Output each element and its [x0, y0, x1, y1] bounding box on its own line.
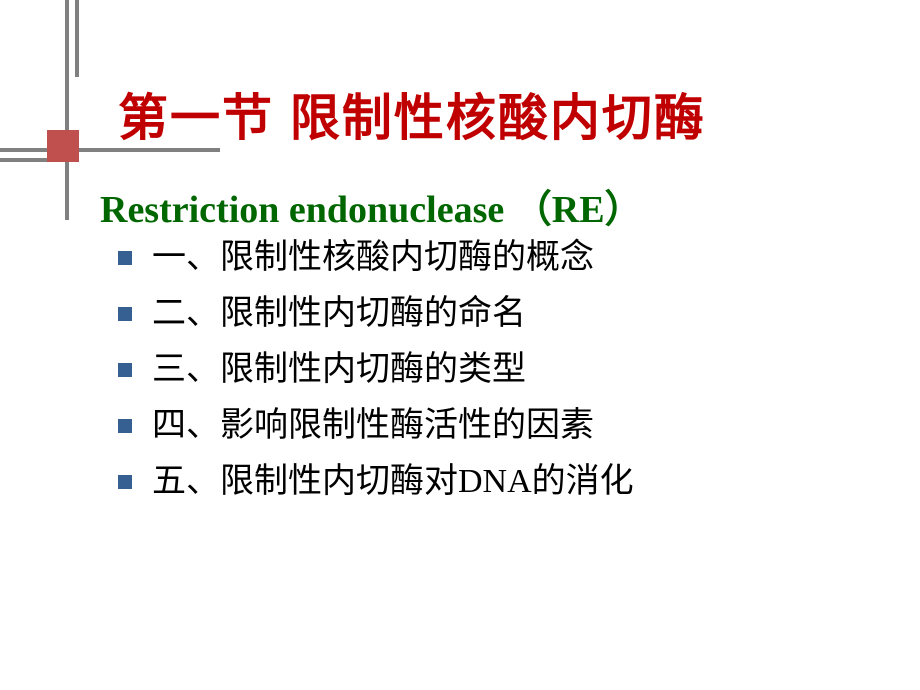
list-item-text: 一、限制性核酸内切酶的概念	[152, 235, 594, 281]
bullet-icon	[118, 363, 132, 377]
list-item-text: 五、限制性内切酶对DNA的消化	[152, 459, 634, 505]
list-item-text: 二、限制性内切酶的命名	[152, 291, 526, 337]
list-item: 二、限制性内切酶的命名	[118, 291, 634, 337]
outline-list: 一、限制性核酸内切酶的概念 二、限制性内切酶的命名 三、限制性内切酶的类型 四、…	[118, 235, 634, 514]
list-item-text: 三、限制性内切酶的类型	[152, 347, 526, 393]
bullet-icon	[118, 475, 132, 489]
bullet-icon	[118, 251, 132, 265]
decoration-vertical-line-right	[75, 0, 79, 77]
bullet-icon	[118, 307, 132, 321]
subtitle-paren-close: ）	[605, 189, 643, 231]
slide-subtitle: Restriction endonuclease （RE）	[100, 178, 643, 233]
list-item: 一、限制性核酸内切酶的概念	[118, 235, 634, 281]
decoration-square-icon	[47, 130, 79, 162]
list-item: 三、限制性内切酶的类型	[118, 347, 634, 393]
bullet-icon	[118, 419, 132, 433]
list-item-text: 四、影响限制性酶活性的因素	[152, 403, 594, 449]
list-item: 五、限制性内切酶对DNA的消化	[118, 459, 634, 505]
slide-title: 第一节 限制性核酸内切酶	[118, 78, 706, 150]
slide-container: 第一节 限制性核酸内切酶 Restriction endonuclease （R…	[0, 0, 920, 690]
subtitle-paren-open: （	[514, 189, 552, 231]
subtitle-abbr: RE	[552, 189, 605, 231]
decoration-vertical-line-left	[65, 0, 69, 220]
list-item: 四、影响限制性酶活性的因素	[118, 403, 634, 449]
subtitle-main-text: Restriction endonuclease	[100, 189, 514, 231]
